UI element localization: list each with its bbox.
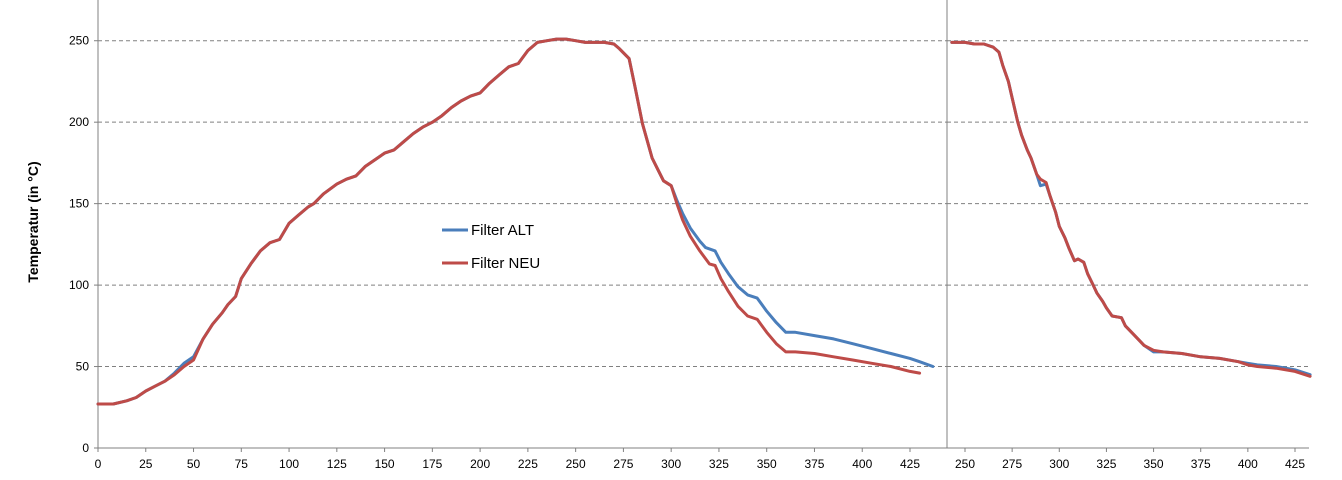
x-tick-label: 425 — [1285, 457, 1305, 471]
y-tick-label: 250 — [69, 34, 89, 48]
y-tick-label: 100 — [69, 278, 89, 292]
x-tick-label: 150 — [375, 457, 395, 471]
chart-legend: Filter ALT Filter NEU — [442, 222, 540, 272]
y-tick-label: 200 — [69, 115, 89, 129]
y-axis-label: Temperatur (in °C) — [25, 161, 41, 282]
x-tick-label: 75 — [235, 457, 249, 471]
x-tick-label: 300 — [661, 457, 681, 471]
x-tick-label: 350 — [1144, 457, 1164, 471]
x-tick-label: 200 — [470, 457, 490, 471]
x-tick-label: 0 — [95, 457, 102, 471]
left-chart-panel: 0 50 100 150 200 250 0 25 50 75 100 125 150 175 200 225… — [69, 0, 947, 471]
x-tick-label: 100 — [279, 457, 299, 471]
x-tick-label: 400 — [852, 457, 872, 471]
y-tick-label: 0 — [82, 441, 89, 455]
series-line-filter-neu — [96, 37, 922, 406]
x-tick-label: 250 — [566, 457, 586, 471]
legend-label-filter-alt: Filter ALT — [471, 222, 534, 239]
x-tick-label: 375 — [804, 457, 824, 471]
legend-label-filter-neu: Filter NEU — [471, 255, 540, 272]
x-tick-label: 425 — [900, 457, 920, 471]
x-tick-label: 25 — [139, 457, 153, 471]
series-line-filter-neu — [950, 40, 1312, 378]
x-tick-label: 225 — [518, 457, 538, 471]
x-tick-label: 50 — [187, 457, 201, 471]
x-tick-label: 125 — [327, 457, 347, 471]
x-tick-label: 300 — [1049, 457, 1069, 471]
x-tick-label: 400 — [1238, 457, 1258, 471]
right-chart-panel: 250 275 300 325 350 375 400 425 — [946, 0, 1312, 471]
x-tick-label: 325 — [709, 457, 729, 471]
x-tick-label: 375 — [1191, 457, 1211, 471]
x-tick-label: 275 — [613, 457, 633, 471]
x-tick-label: 175 — [422, 457, 442, 471]
x-tick-label: 250 — [955, 457, 975, 471]
y-tick-label: 50 — [76, 360, 90, 374]
x-tick-label: 350 — [757, 457, 777, 471]
y-tick-label: 150 — [69, 197, 89, 211]
x-tick-label: 325 — [1096, 457, 1116, 471]
x-tick-label: 275 — [1002, 457, 1022, 471]
